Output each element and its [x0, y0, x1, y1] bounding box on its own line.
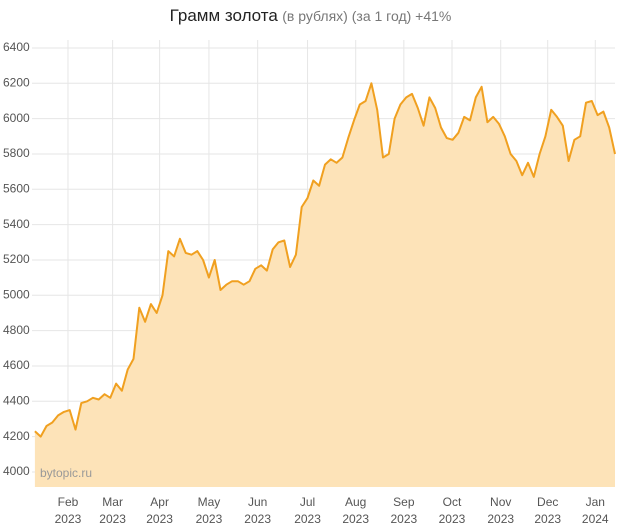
x-tick-label: Jun 2023	[244, 495, 271, 526]
y-tick-label: 4800	[3, 323, 30, 337]
y-tick-label: 6200	[3, 75, 30, 89]
x-tick-label: Nov 2023	[487, 495, 515, 526]
y-tick-label: 5400	[3, 217, 30, 231]
chart-subtitle: (в рублях) (за 1 год) +41%	[282, 8, 452, 24]
y-tick-label: 5000	[3, 287, 30, 301]
y-tick-label: 5800	[3, 146, 30, 160]
x-tick-label: Dec 2023	[534, 495, 562, 526]
y-tick-label: 6400	[3, 40, 30, 54]
x-tick-label: May 2023	[195, 495, 223, 526]
line	[34, 82, 616, 438]
x-tick-label: Jul 2023	[294, 495, 321, 526]
y-tick-label: 4400	[3, 393, 30, 407]
x-tick-label: Mar 2023	[99, 495, 126, 526]
x-tick-label: Oct 2023	[438, 495, 466, 526]
x-tick-label: Feb 2023	[54, 495, 82, 526]
y-tick-label: 4000	[3, 464, 30, 478]
header: Грамм золота (в рублях) (за 1 год) +41%	[0, 6, 621, 26]
x-tick-label: Apr 2023	[146, 495, 173, 526]
x-tick-label: Sep 2023	[390, 495, 418, 526]
y-tick-label: 5200	[3, 252, 30, 266]
y-tick-label: 5600	[3, 181, 30, 195]
chart-title: Грамм золота	[169, 6, 278, 25]
x-tick-label: Aug 2023	[342, 495, 370, 526]
y-tick-label: 6000	[3, 111, 30, 125]
y-tick-label: 4600	[3, 358, 30, 372]
y-tick-label: 4200	[3, 429, 30, 443]
watermark: bytopic.ru	[40, 466, 92, 480]
area	[34, 83, 615, 488]
x-tick-label: Jan 2024	[581, 495, 609, 526]
